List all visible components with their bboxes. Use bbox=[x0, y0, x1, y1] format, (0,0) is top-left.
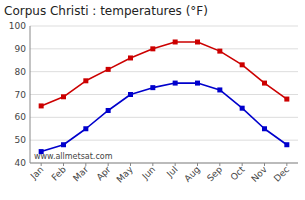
y-tick-label: 100 bbox=[9, 21, 26, 31]
chart: Corpus Christi : temperatures (°F) 40 50 60… bbox=[0, 0, 305, 200]
grid-line bbox=[30, 163, 298, 164]
marker bbox=[217, 87, 222, 92]
y-axis: 40 50 60 70 80 90 100 bbox=[9, 21, 298, 168]
marker bbox=[150, 46, 155, 51]
series bbox=[39, 81, 290, 154]
marker bbox=[173, 81, 178, 86]
x-tick-label: Nov bbox=[249, 164, 269, 184]
y-tick-label: 70 bbox=[15, 90, 27, 100]
x-tick-label: Oct bbox=[229, 164, 247, 182]
marker bbox=[262, 81, 267, 86]
x-tick-label: Aug bbox=[182, 164, 202, 184]
title: Corpus Christi : temperatures (°F) bbox=[4, 4, 208, 18]
x-tick bbox=[108, 163, 109, 166]
annotation: www.allmetsat.com bbox=[34, 152, 113, 161]
grid-line bbox=[30, 94, 298, 95]
marker bbox=[173, 39, 178, 44]
marker bbox=[217, 49, 222, 54]
line bbox=[41, 83, 287, 151]
grid-line bbox=[30, 71, 298, 72]
marker bbox=[240, 62, 245, 67]
series bbox=[39, 39, 290, 108]
x-tick bbox=[175, 163, 176, 166]
y-tick-label: 60 bbox=[15, 112, 27, 122]
marker bbox=[240, 106, 245, 111]
y-tick-label: 80 bbox=[15, 67, 27, 77]
marker bbox=[106, 67, 111, 72]
y-tick-label: 90 bbox=[15, 44, 27, 54]
marker bbox=[195, 39, 200, 44]
grid-line bbox=[30, 48, 298, 49]
x-tick-label: Feb bbox=[50, 164, 69, 183]
x-tick bbox=[63, 163, 64, 166]
x-tick bbox=[242, 163, 243, 166]
x-tick-label: May bbox=[115, 164, 136, 185]
y-tick-label: 50 bbox=[15, 135, 27, 145]
x-tick-label: Jun bbox=[140, 164, 158, 182]
x-tick-label: Jan bbox=[28, 164, 46, 182]
marker bbox=[128, 92, 133, 97]
x-tick-label: Dec bbox=[272, 164, 291, 183]
x-tick bbox=[85, 163, 86, 166]
chart-container: Corpus Christi : temperatures (°F) 40 50 60… bbox=[0, 0, 305, 200]
plot-area bbox=[39, 39, 290, 154]
line bbox=[41, 42, 287, 106]
x-tick bbox=[286, 163, 287, 166]
marker bbox=[150, 85, 155, 90]
x-tick-label: Jul bbox=[164, 164, 179, 179]
marker bbox=[61, 94, 66, 99]
grid-line bbox=[30, 117, 298, 118]
x-tick bbox=[219, 163, 220, 166]
x-tick bbox=[130, 163, 131, 166]
x-tick bbox=[41, 163, 42, 166]
marker bbox=[106, 108, 111, 113]
marker bbox=[284, 97, 289, 102]
x-tick bbox=[152, 163, 153, 166]
marker bbox=[284, 142, 289, 147]
y-axis-line bbox=[30, 26, 31, 163]
grid-line bbox=[30, 26, 298, 27]
y-tick-label: 40 bbox=[15, 158, 27, 168]
marker bbox=[262, 126, 267, 131]
marker bbox=[83, 78, 88, 83]
x-tick-label: Mar bbox=[71, 164, 90, 183]
x-tick bbox=[197, 163, 198, 166]
x-tick bbox=[264, 163, 265, 166]
marker bbox=[39, 103, 44, 108]
marker bbox=[195, 81, 200, 86]
x-tick-label: Sep bbox=[205, 164, 224, 183]
x-tick-label: Apr bbox=[94, 164, 112, 182]
marker bbox=[128, 55, 133, 60]
x-axis: JanFebMarAprMayJun JulAugSep OctNovDec bbox=[28, 163, 291, 185]
marker bbox=[61, 142, 66, 147]
marker bbox=[83, 126, 88, 131]
x-axis-line bbox=[30, 163, 298, 164]
